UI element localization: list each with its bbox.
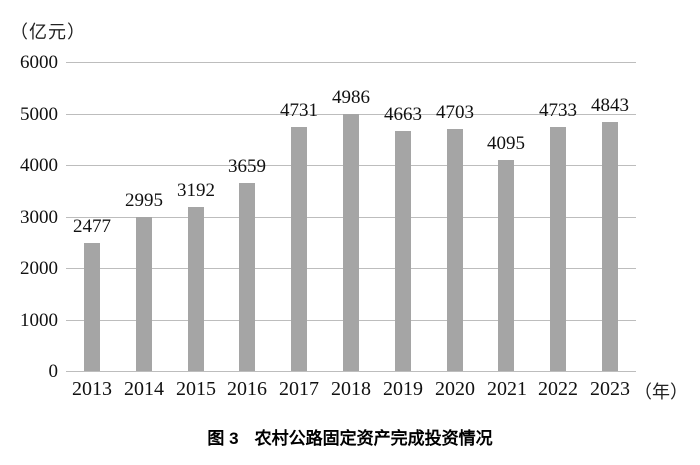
x-tick-label: 2016 — [227, 378, 267, 400]
y-tick-label: 3000 — [20, 207, 58, 228]
x-tick-label: 2019 — [383, 378, 423, 400]
gridline — [66, 62, 636, 63]
x-tick-label: 2014 — [124, 378, 164, 400]
x-tick-label: 2023 — [590, 378, 630, 400]
y-tick-label: 5000 — [20, 104, 58, 125]
x-tick-label: 2018 — [331, 378, 371, 400]
bar-2016 — [239, 183, 255, 371]
bar-value-label: 2995 — [125, 190, 163, 211]
figure-caption-number: 图 3 — [207, 429, 239, 448]
bar-2014 — [136, 217, 152, 371]
bar-2015 — [188, 207, 204, 371]
gridline — [66, 371, 636, 372]
x-tick-label: 2017 — [279, 378, 319, 400]
bar-2017 — [291, 127, 307, 371]
x-tick-label: 2013 — [72, 378, 112, 400]
bar-value-label: 2477 — [73, 216, 111, 237]
x-tick-label: 2020 — [435, 378, 475, 400]
bar-value-label: 4733 — [539, 100, 577, 121]
bar-2021 — [498, 160, 514, 371]
bar-value-label: 4986 — [332, 87, 370, 108]
y-tick-label: 6000 — [20, 52, 58, 73]
bar-2022 — [550, 127, 566, 371]
bar-value-label: 4095 — [487, 133, 525, 154]
x-tick-label: 2022 — [538, 378, 578, 400]
x-axis-unit-label: （年） — [634, 382, 688, 402]
bar-2018 — [343, 114, 359, 371]
figure-caption-title: 农村公路固定资产完成投资情况 — [254, 429, 493, 448]
y-tick-label: 4000 — [20, 155, 58, 176]
x-tick-label: 2015 — [176, 378, 216, 400]
bar-2013 — [84, 243, 100, 371]
bar-value-label: 4843 — [591, 95, 629, 116]
bar-value-label: 3192 — [177, 180, 215, 201]
y-tick-label: 1000 — [20, 310, 58, 331]
x-tick-label: 2021 — [487, 378, 527, 400]
bar-value-label: 3659 — [228, 156, 266, 177]
bar-value-label: 4703 — [436, 102, 474, 123]
y-tick-label: 2000 — [20, 258, 58, 279]
bar-2023 — [602, 122, 618, 371]
bar-2019 — [395, 131, 411, 371]
y-axis-unit-label: （亿元） — [10, 22, 86, 42]
bar-2020 — [447, 129, 463, 371]
y-tick-label: 0 — [48, 361, 59, 382]
bar-value-label: 4663 — [384, 104, 422, 125]
bar-value-label: 4731 — [280, 100, 318, 121]
figure-caption: 图 3 农村公路固定资产完成投资情况 — [0, 424, 700, 449]
